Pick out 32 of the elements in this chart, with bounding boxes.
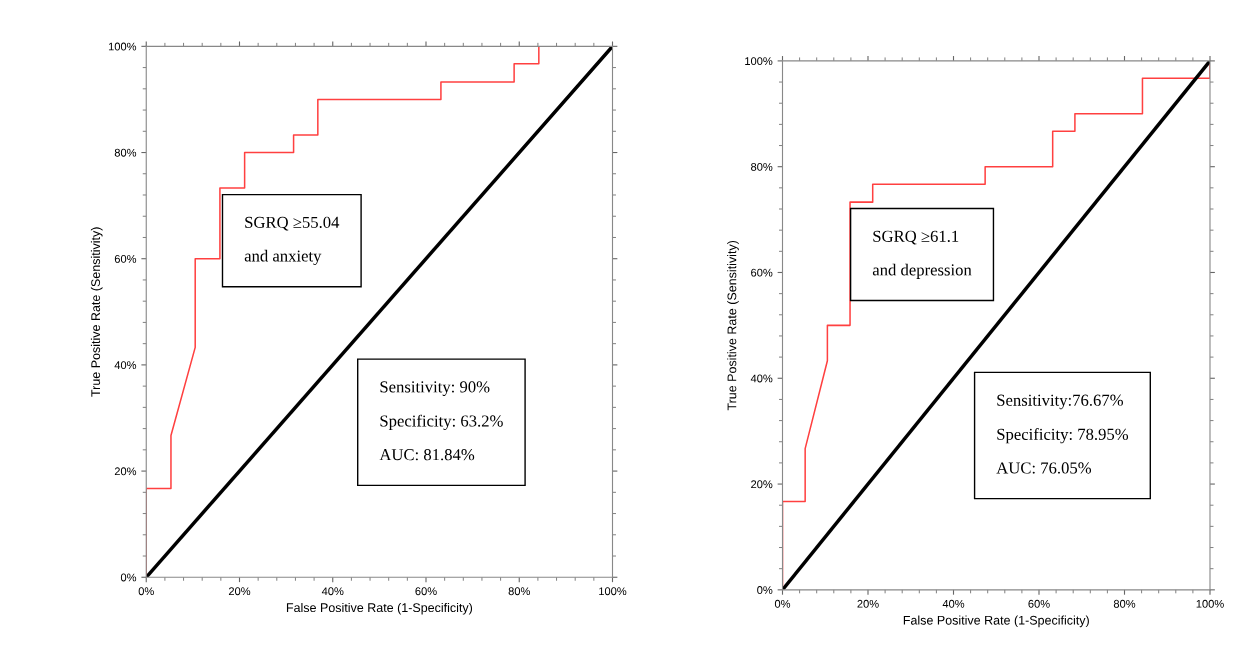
- x-tick-label: 0%: [138, 587, 154, 596]
- line-series: [782, 60, 1210, 590]
- y-tick-label: 100%: [108, 42, 137, 51]
- annotation: Sensitivity: 90% Specificity: 63.2% AUC: 81.84%: [379, 381, 503, 461]
- y-axis-title: True Positive Rate (Sensitivity): [90, 227, 103, 397]
- y-tick-label: 40%: [114, 361, 137, 370]
- x-tick-label: 60%: [1028, 599, 1050, 608]
- y-tick-label: 20%: [114, 467, 137, 476]
- y-tick-label: 40%: [750, 374, 773, 383]
- annotation: SGRQ ≥61.1 and depression: [872, 230, 972, 279]
- x-axis-title: False Positive Rate (1-Specificity): [286, 602, 473, 615]
- x-tick-label: 100%: [1196, 599, 1224, 608]
- x-tick-label: 60%: [415, 587, 437, 596]
- y-tick-label: 0%: [120, 573, 137, 582]
- y-tick-label: 60%: [114, 254, 137, 263]
- y-tick-label: 60%: [751, 268, 773, 277]
- y-tick-label: 80%: [751, 162, 773, 171]
- x-tick-label: 0%: [774, 599, 791, 608]
- y-tick-label: 100%: [745, 57, 773, 66]
- x-tick-label: 100%: [599, 587, 627, 596]
- y-tick-label: 20%: [751, 480, 773, 489]
- x-tick-label: 20%: [228, 587, 251, 596]
- x-tick-label: 20%: [857, 599, 879, 608]
- annotation: Sensitivity:76.67% Specificity: 78.95% AUC: 76.05%: [996, 394, 1129, 474]
- y-tick-label: 80%: [114, 148, 137, 157]
- y-axis-title: True Positive Rate (Sensitivity): [727, 240, 739, 411]
- x-tick-label: 40%: [321, 587, 344, 596]
- x-tick-label: 80%: [1113, 599, 1136, 608]
- annotation: SGRQ ≥55.04 and anxiety: [244, 216, 340, 266]
- x-axis-title: False Positive Rate (1-Specificity): [903, 615, 1089, 628]
- x-tick-label: 80%: [508, 587, 530, 596]
- x-tick-label: 40%: [942, 599, 965, 608]
